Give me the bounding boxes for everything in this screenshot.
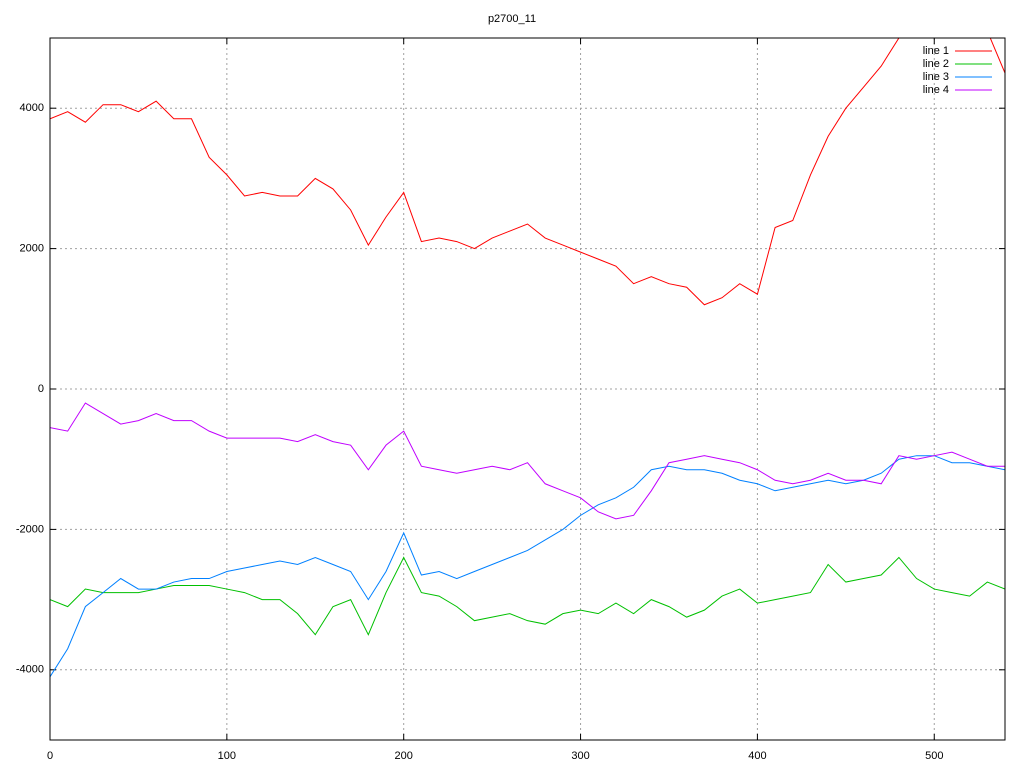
x-tick-label: 100 bbox=[218, 750, 236, 762]
x-tick-label: 0 bbox=[47, 750, 53, 762]
legend-label: line 1 bbox=[923, 45, 949, 57]
grid-layer: -4000 -2000 0 2000 4000 0 100 200 300 400 500 bbox=[16, 38, 1005, 762]
data-line bbox=[50, 556, 1005, 636]
x-tick-label: 300 bbox=[571, 750, 589, 762]
plot-frame bbox=[49, 37, 1006, 741]
plot-area bbox=[50, 38, 1005, 678]
legend-label: line 3 bbox=[923, 71, 949, 83]
x-tick-label: 400 bbox=[748, 750, 766, 762]
y-tick-label: 2000 bbox=[20, 243, 44, 255]
data-line bbox=[50, 402, 1005, 520]
y-tick-label: -4000 bbox=[16, 664, 44, 676]
x-tick-label: 200 bbox=[395, 750, 413, 762]
y-tick-label: 0 bbox=[38, 383, 44, 395]
x-tick-label: 500 bbox=[925, 750, 943, 762]
y-tick-label: -2000 bbox=[16, 523, 44, 535]
legend-label: line 2 bbox=[923, 58, 949, 70]
y-tick-label: 4000 bbox=[20, 102, 44, 114]
chart-title: p2700_11 bbox=[488, 13, 536, 25]
data-line bbox=[50, 38, 1005, 306]
legend-label: line 4 bbox=[923, 84, 949, 96]
data-line bbox=[50, 455, 1005, 678]
